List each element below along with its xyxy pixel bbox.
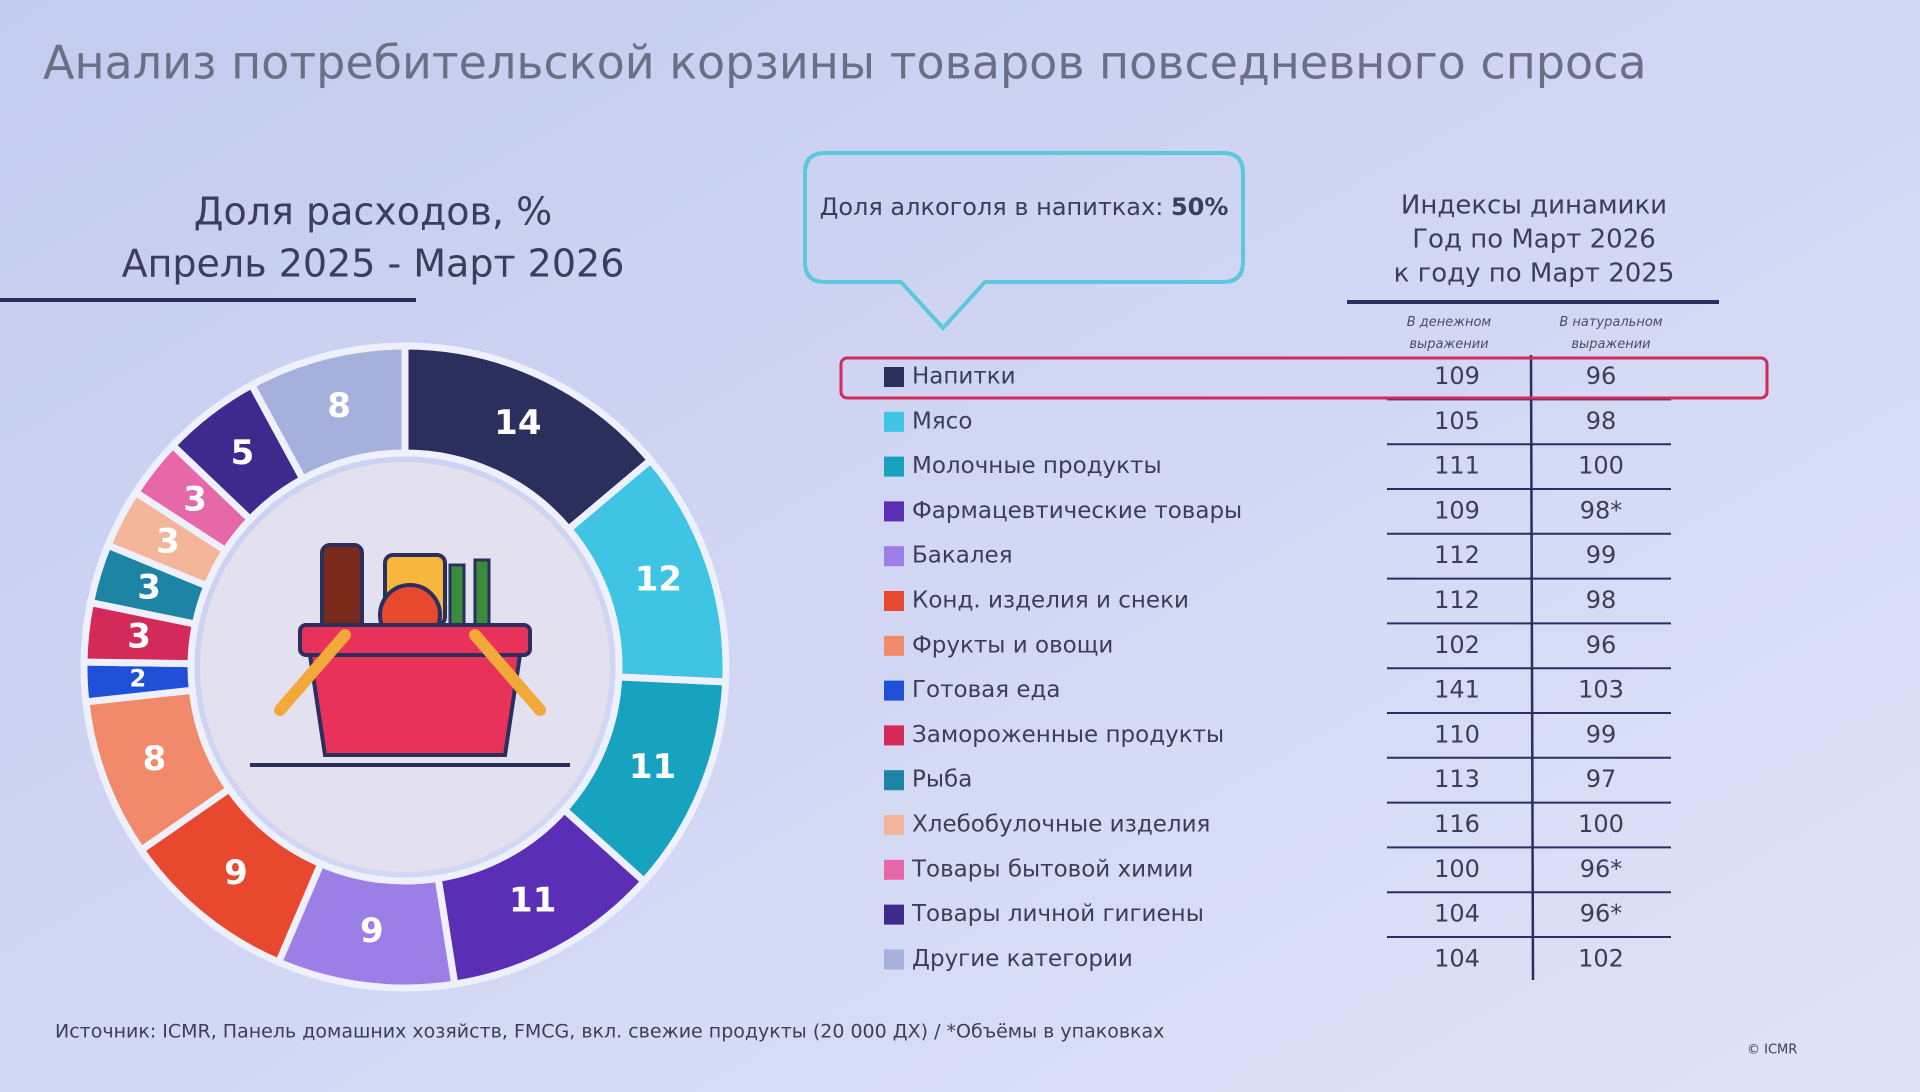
donut-label: 9	[224, 853, 248, 893]
money-index: 141	[1434, 676, 1480, 704]
money-index: 110	[1434, 720, 1480, 748]
category-label: Товары бытовой химии	[911, 856, 1193, 882]
volume-index: 103	[1578, 676, 1624, 704]
legend-swatch	[884, 501, 904, 522]
category-label: Рыба	[912, 767, 972, 793]
money-index: 104	[1434, 944, 1480, 972]
category-label: Другие категории	[912, 946, 1133, 972]
donut-label: 3	[137, 568, 161, 608]
donut-label: 3	[156, 521, 180, 561]
legend-swatch	[884, 367, 904, 387]
slide-title: Анализ потребительской корзины товаров п…	[43, 36, 1647, 90]
legend-swatch	[884, 770, 904, 791]
money-index: 100	[1434, 855, 1480, 883]
donut-label: 5	[231, 433, 255, 473]
volume-index: 100	[1578, 452, 1624, 480]
footer-source: Источник: ICMR, Панель домашних хозяйств…	[55, 1021, 1164, 1043]
legend-swatch	[884, 904, 904, 925]
donut-label: 8	[327, 386, 351, 426]
category-label: Фармацевтические товары	[912, 498, 1242, 524]
legend-swatch	[884, 411, 904, 432]
category-label: Напитки	[912, 364, 1016, 390]
category-label: Товары личной гигиены	[911, 901, 1204, 927]
legend-swatch	[884, 725, 904, 746]
legend-swatch	[884, 680, 904, 701]
callout-label: Доля алкоголя в напитках:	[820, 193, 1164, 221]
money-index: 116	[1434, 810, 1480, 838]
table-title: Год по Март 2026	[1412, 225, 1656, 255]
money-index: 104	[1434, 900, 1480, 928]
volume-index: 96*	[1580, 900, 1623, 928]
donut-label: 11	[629, 747, 676, 787]
volume-index: 96*	[1580, 855, 1623, 883]
legend-swatch	[884, 591, 904, 611]
legend-swatch	[884, 815, 904, 835]
legend-swatch	[884, 859, 904, 880]
category-label: Молочные продукты	[912, 453, 1162, 479]
donut-label: 3	[127, 616, 151, 656]
donut-label: 9	[360, 911, 384, 951]
volume-index: 96	[1586, 631, 1617, 659]
legend-swatch	[884, 456, 904, 477]
donut-label: 14	[494, 403, 541, 443]
money-index: 105	[1434, 407, 1480, 435]
volume-index: 99	[1586, 720, 1617, 748]
volume-index: 97	[1586, 765, 1617, 793]
volume-index: 98*	[1580, 496, 1623, 524]
volume-index: 99	[1586, 541, 1617, 569]
money-index: 109	[1434, 496, 1480, 524]
row-highlight	[839, 356, 1769, 400]
money-index: 113	[1434, 765, 1480, 793]
volume-index: 98	[1586, 586, 1617, 614]
callout-value: 50%	[1171, 193, 1228, 221]
column-header: В денежном выражении	[1406, 315, 1492, 352]
column-header-text: В натуральном выражении	[1559, 315, 1663, 352]
table: Напитки 109 96 Мясо 105 98 Молочные продукты 11…	[884, 362, 1671, 972]
category-label: Фрукты и овощи	[912, 632, 1113, 658]
underline	[0, 298, 416, 302]
chart-title: Доля расходов, %	[194, 190, 552, 234]
volume-index: 100	[1578, 810, 1624, 838]
volume-index: 98	[1586, 407, 1617, 435]
chart-subtitle: Апрель 2025 - Март 2026	[122, 242, 625, 286]
category-label: Готовая еда	[912, 677, 1061, 703]
category-label: Конд. изделия и снеки	[912, 588, 1189, 614]
money-index: 109	[1434, 362, 1480, 390]
money-index: 112	[1434, 541, 1480, 569]
donut-segment	[247, 342, 409, 484]
legend-swatch	[884, 546, 904, 567]
column-header: В натуральном выражении	[1559, 315, 1663, 352]
volume-index: 102	[1578, 944, 1624, 972]
money-index: 102	[1434, 631, 1480, 659]
table-title: к году по Март 2025	[1394, 259, 1675, 289]
donut-label: 3	[183, 480, 207, 520]
callout-box	[803, 151, 1245, 331]
money-index: 111	[1434, 452, 1480, 480]
underline	[1347, 300, 1719, 304]
callout-text: Доля алкоголя в напитках: 50%	[820, 193, 1229, 221]
donut-label: 2	[129, 664, 146, 692]
category-label: Хлебобулочные изделия	[912, 812, 1210, 838]
category-label: Бакалея	[912, 543, 1013, 569]
legend-swatch	[884, 635, 904, 656]
copyright: © ICMR	[1747, 1043, 1797, 1058]
category-label: Мясо	[912, 408, 972, 434]
money-index: 112	[1434, 586, 1480, 614]
column-header-text: В денежном выражении	[1406, 315, 1492, 352]
basket-icon	[200, 462, 610, 872]
donut-label: 8	[143, 739, 167, 779]
volume-index: 96	[1586, 362, 1617, 390]
donut-label: 12	[635, 560, 682, 600]
table-title: Индексы динамики	[1401, 191, 1667, 221]
legend-swatch	[884, 949, 904, 970]
donut-label: 11	[509, 881, 556, 921]
category-label: Замороженные продукты	[912, 722, 1224, 748]
